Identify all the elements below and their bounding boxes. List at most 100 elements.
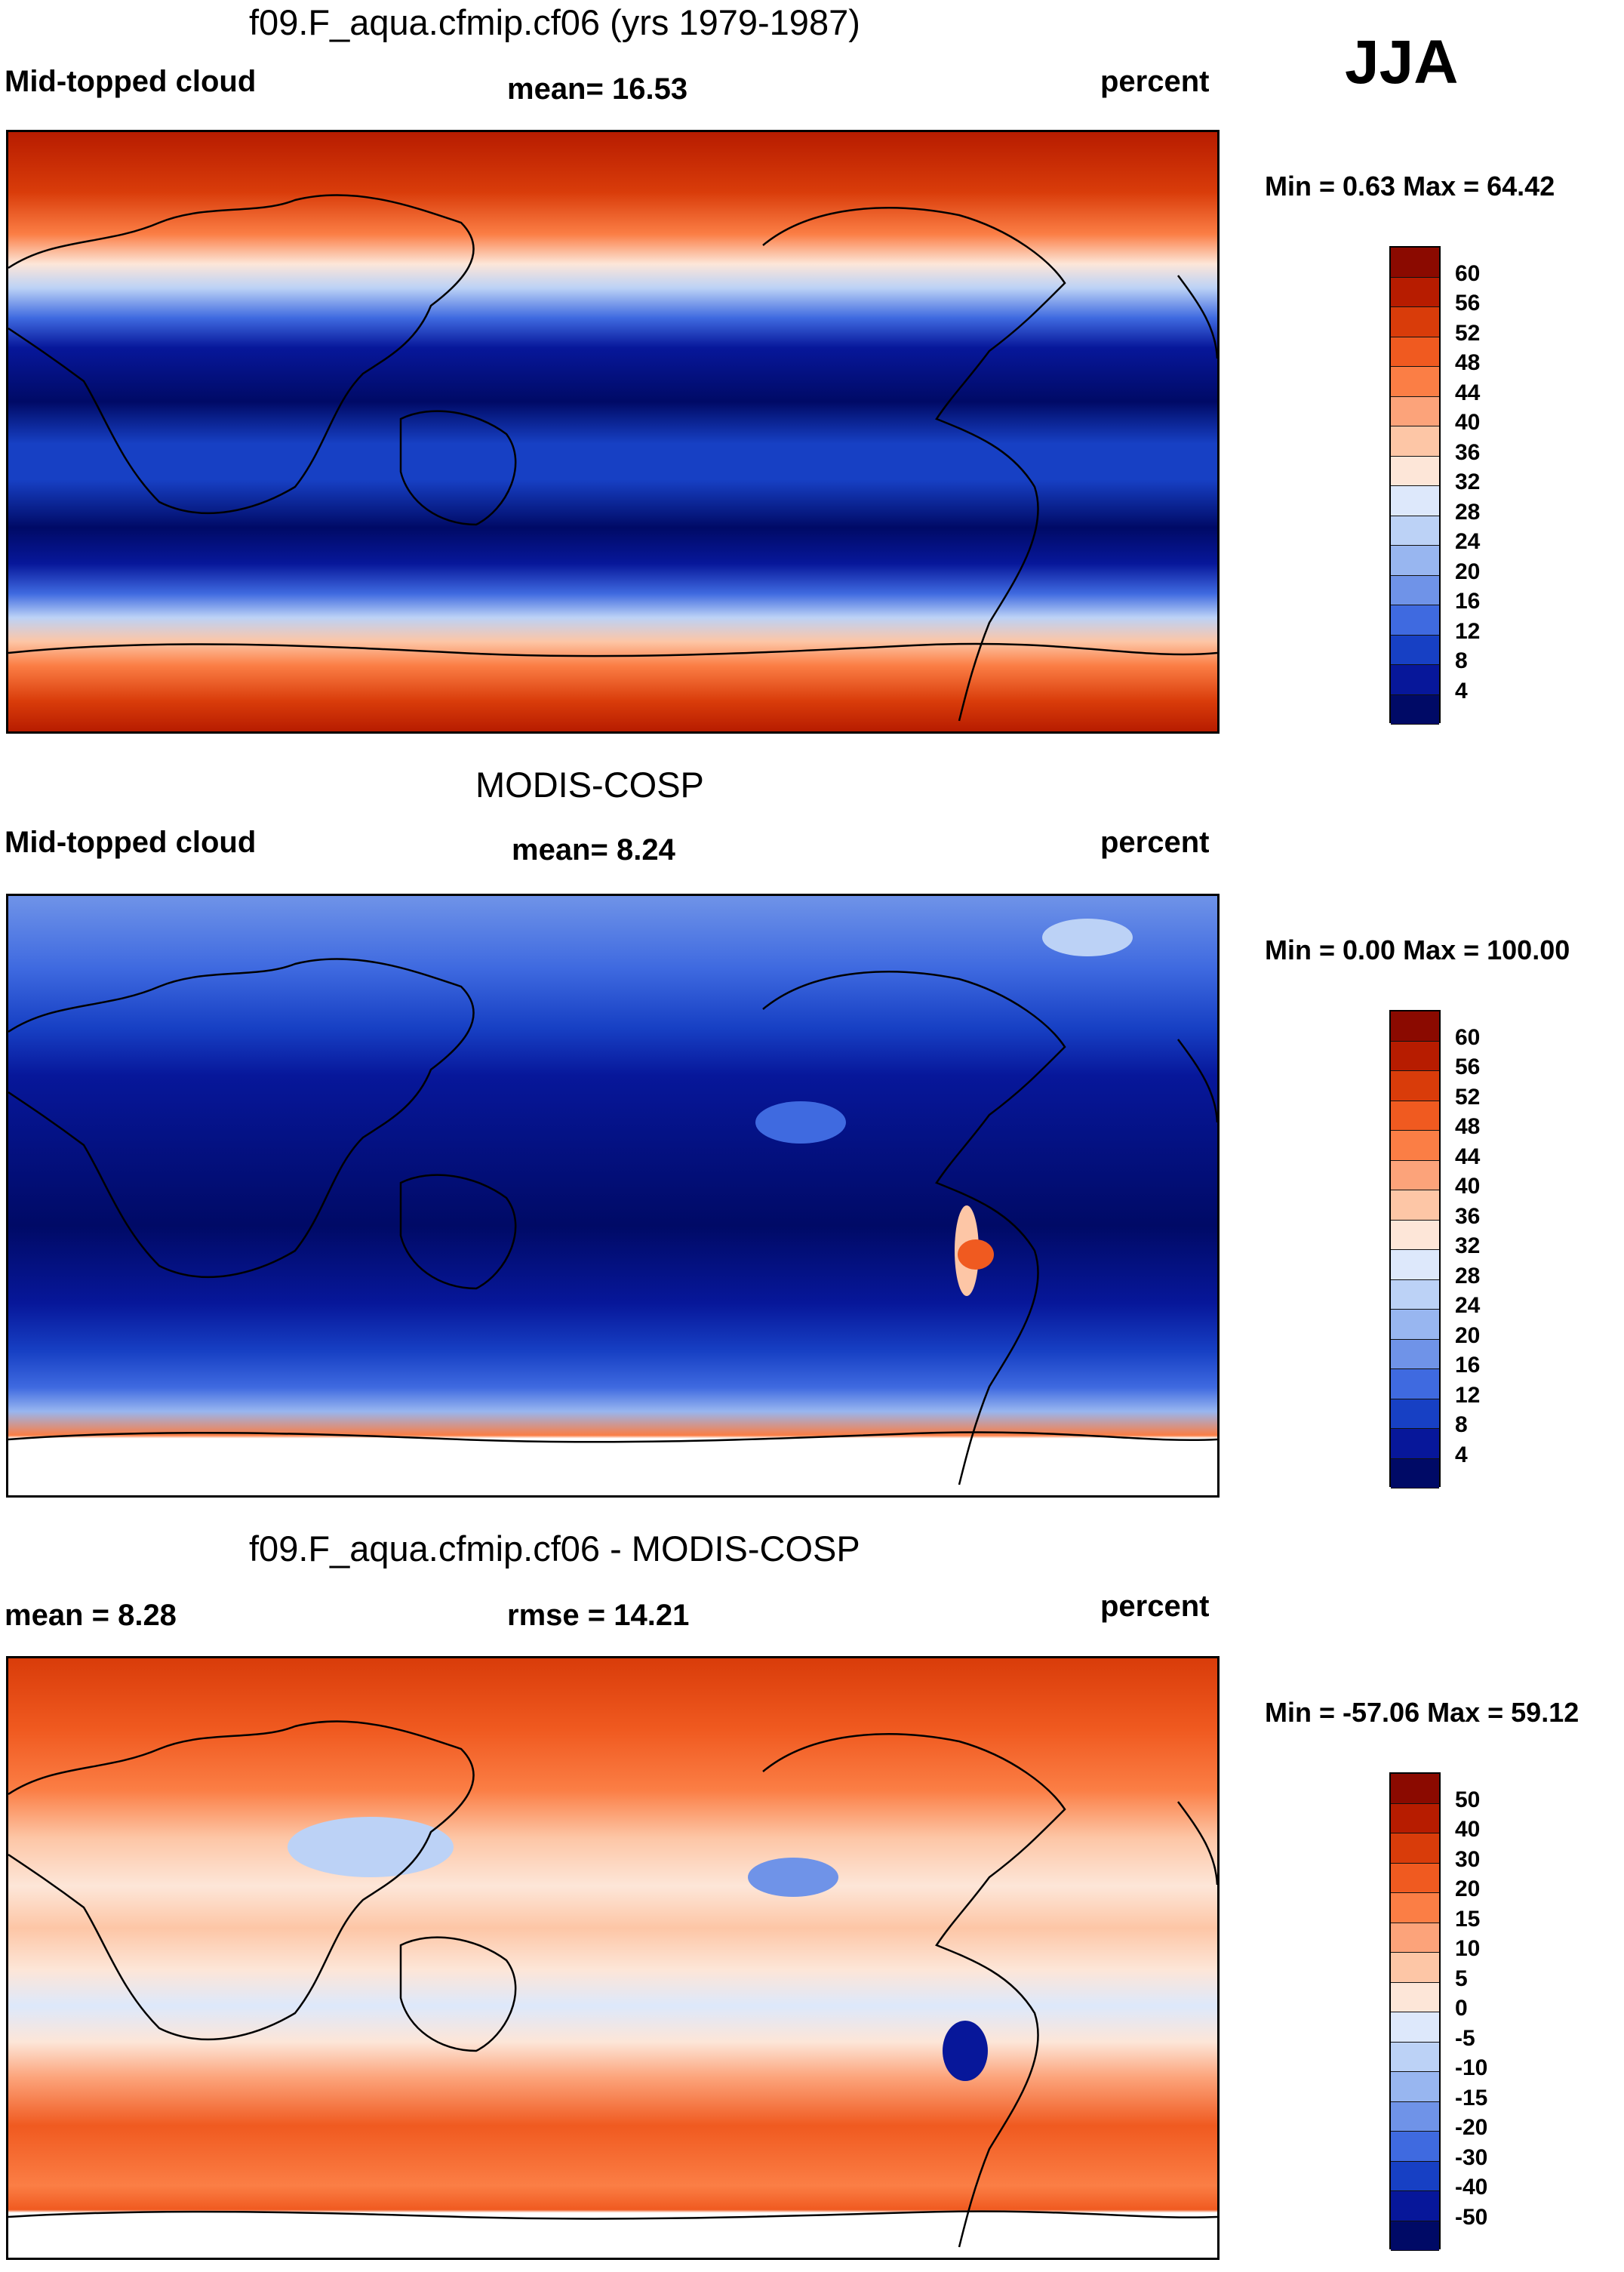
colorbar-swatch bbox=[1391, 1774, 1439, 1804]
colorbar-swatch bbox=[1391, 1160, 1439, 1190]
colorbar-swatch bbox=[1391, 1429, 1439, 1459]
colorbar-swatch bbox=[1391, 1833, 1439, 1864]
panel1-map bbox=[6, 130, 1220, 734]
colorbar-swatch bbox=[1391, 575, 1439, 605]
colorbar-swatch bbox=[1391, 1011, 1439, 1042]
panel2-minmax: Min = 0.00 Max = 100.00 bbox=[1265, 934, 1570, 965]
colorbar-swatch bbox=[1391, 426, 1439, 457]
colorbar-tick-label: 24 bbox=[1455, 1293, 1481, 1318]
colorbar-tick-label: -10 bbox=[1455, 2055, 1488, 2080]
panel1-variable: Mid-topped cloud bbox=[5, 65, 257, 98]
panel1-mean: mean= 16.53 bbox=[507, 72, 688, 106]
colorbar-swatch bbox=[1391, 546, 1439, 576]
colorbar-swatch bbox=[1391, 307, 1439, 337]
colorbar-swatch bbox=[1391, 1310, 1439, 1340]
colorbar-swatch bbox=[1391, 277, 1439, 307]
colorbar-swatch bbox=[1391, 2191, 1439, 2221]
colorbar-tick-label: 10 bbox=[1455, 1936, 1481, 1961]
panel3-peru-negative bbox=[943, 2021, 988, 2081]
colorbar-tick-label: 0 bbox=[1455, 1996, 1468, 2021]
colorbar-tick-label: 52 bbox=[1455, 320, 1481, 346]
colorbar-swatch bbox=[1391, 1131, 1439, 1161]
colorbar-tick-label: 20 bbox=[1455, 1876, 1481, 1901]
colorbar-swatch bbox=[1391, 665, 1439, 695]
colorbar-swatch bbox=[1391, 1923, 1439, 1953]
colorbar-tick-label: 16 bbox=[1455, 1353, 1481, 1378]
colorbar-swatch bbox=[1391, 2072, 1439, 2102]
colorbar-tick-label: 50 bbox=[1455, 1787, 1481, 1812]
colorbar-tick-label: 8 bbox=[1455, 1412, 1468, 1437]
colorbar-swatch bbox=[1391, 2012, 1439, 2043]
colorbar-tick-label: -5 bbox=[1455, 2025, 1475, 2051]
colorbar-swatch bbox=[1391, 1220, 1439, 1250]
colorbar-swatch bbox=[1391, 2161, 1439, 2191]
panel3-asia-negative bbox=[288, 1817, 454, 1877]
colorbar-tick-label: 32 bbox=[1455, 1233, 1481, 1258]
colorbar-swatch bbox=[1391, 1071, 1439, 1101]
panel1-title: f09.F_aqua.cfmip.cf06 (yrs 1979-1987) bbox=[249, 2, 860, 42]
colorbar-swatch bbox=[1391, 635, 1439, 665]
colorbar-tick-label: 48 bbox=[1455, 1114, 1481, 1139]
panel3-field bbox=[8, 1658, 1217, 2258]
colorbar-tick-label: 56 bbox=[1455, 1054, 1481, 1079]
colorbar-tick-label: -15 bbox=[1455, 2085, 1488, 2110]
panel2-colorbar bbox=[1389, 1010, 1441, 1488]
colorbar-tick-label: 4 bbox=[1455, 1442, 1468, 1467]
panel3-coastlines bbox=[8, 1720, 1217, 2248]
colorbar-swatch bbox=[1391, 694, 1439, 725]
panel3-mean: mean = 8.28 bbox=[5, 1599, 177, 1632]
colorbar-swatch bbox=[1391, 486, 1439, 516]
colorbar-tick-label: 30 bbox=[1455, 1846, 1481, 1872]
panel1-coastlines bbox=[8, 194, 1217, 722]
panel3-rmse: rmse = 14.21 bbox=[507, 1599, 690, 1632]
panel2-field bbox=[8, 896, 1217, 1495]
colorbar-tick-label: 60 bbox=[1455, 1024, 1481, 1050]
panel1-minmax: Min = 0.63 Max = 64.42 bbox=[1265, 171, 1555, 202]
colorbar-tick-label: 28 bbox=[1455, 499, 1481, 525]
colorbar-tick-label: -40 bbox=[1455, 2175, 1488, 2200]
colorbar-swatch bbox=[1391, 1369, 1439, 1399]
colorbar-tick-label: 40 bbox=[1455, 1817, 1481, 1842]
colorbar-swatch bbox=[1391, 1863, 1439, 1893]
panel2-coastlines bbox=[8, 958, 1217, 1485]
colorbar-swatch bbox=[1391, 605, 1439, 636]
panel2-map bbox=[6, 894, 1220, 1498]
season-label: JJA bbox=[1345, 28, 1459, 97]
colorbar-tick-label: 44 bbox=[1455, 1144, 1481, 1169]
colorbar-swatch bbox=[1391, 1458, 1439, 1488]
colorbar-swatch bbox=[1391, 2101, 1439, 2132]
colorbar-swatch bbox=[1391, 456, 1439, 486]
colorbar-swatch bbox=[1391, 1982, 1439, 2012]
colorbar-tick-label: -30 bbox=[1455, 2144, 1488, 2170]
colorbar-swatch bbox=[1391, 1041, 1439, 1071]
colorbar-tick-label: 12 bbox=[1455, 1382, 1481, 1408]
colorbar-swatch bbox=[1391, 2221, 1439, 2251]
panel2-title: MODIS-COSP bbox=[475, 765, 704, 805]
panel3-title: f09.F_aqua.cfmip.cf06 - MODIS-COSP bbox=[249, 1529, 860, 1569]
colorbar-swatch bbox=[1391, 1190, 1439, 1221]
colorbar-tick-label: 24 bbox=[1455, 529, 1481, 554]
panel1-units: percent bbox=[1100, 65, 1210, 98]
colorbar-swatch bbox=[1391, 1279, 1439, 1310]
colorbar-tick-label: 12 bbox=[1455, 618, 1481, 644]
colorbar-swatch bbox=[1391, 396, 1439, 426]
colorbar-tick-label: -50 bbox=[1455, 2204, 1488, 2230]
colorbar-swatch bbox=[1391, 367, 1439, 397]
colorbar-tick-label: 56 bbox=[1455, 291, 1481, 316]
colorbar-tick-label: 32 bbox=[1455, 469, 1481, 494]
colorbar-tick-label: 8 bbox=[1455, 648, 1468, 673]
colorbar-tick-label: 36 bbox=[1455, 1203, 1481, 1229]
panel1-colorbar bbox=[1389, 246, 1441, 725]
colorbar-tick-label: 60 bbox=[1455, 260, 1481, 286]
colorbar-tick-label: 40 bbox=[1455, 410, 1481, 435]
colorbar-swatch bbox=[1391, 1250, 1439, 1280]
colorbar-swatch bbox=[1391, 1893, 1439, 1923]
colorbar-swatch bbox=[1391, 2132, 1439, 2162]
panel2-variable: Mid-topped cloud bbox=[5, 826, 257, 859]
colorbar-tick-label: 36 bbox=[1455, 439, 1481, 465]
panel3-minmax: Min = -57.06 Max = 59.12 bbox=[1265, 1697, 1579, 1728]
colorbar-swatch bbox=[1391, 2042, 1439, 2072]
colorbar-tick-label: 48 bbox=[1455, 350, 1481, 375]
colorbar-swatch bbox=[1391, 337, 1439, 367]
colorbar-swatch bbox=[1391, 1803, 1439, 1833]
